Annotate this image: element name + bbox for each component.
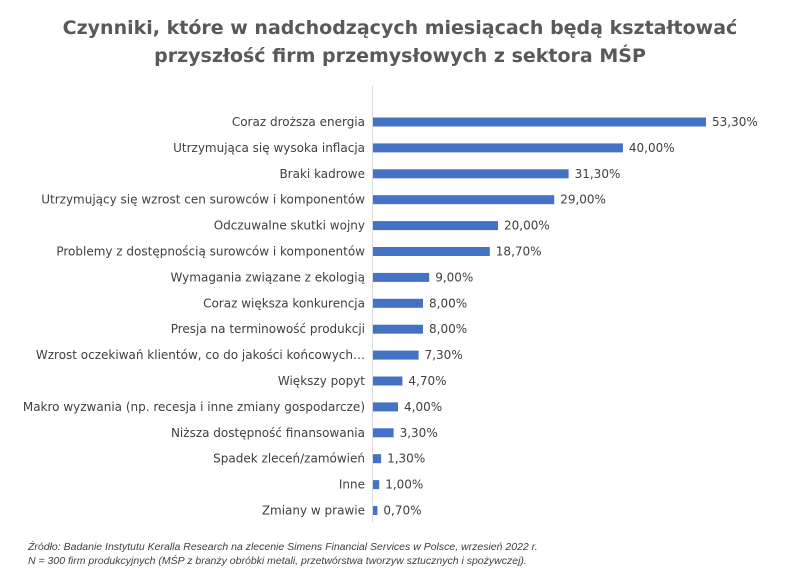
bar-11 xyxy=(373,402,398,412)
category-label-15: Zmiany w prawie xyxy=(262,504,365,518)
bar-1 xyxy=(373,143,623,153)
bar-0 xyxy=(373,117,706,127)
category-label-10: Większy popyt xyxy=(278,374,365,388)
bar-9 xyxy=(373,350,419,360)
bar-3 xyxy=(373,195,555,205)
category-label-9: Wzrost oczekiwań klientów, co do jakości… xyxy=(36,348,365,362)
value-label-4: 20,00% xyxy=(504,219,550,233)
value-label-7: 8,00% xyxy=(429,296,467,310)
category-label-8: Presja na terminowość produkcji xyxy=(171,322,365,336)
source-line-2: N = 300 firm produkcyjnych (MŚP z branży… xyxy=(28,555,527,567)
value-label-6: 9,00% xyxy=(435,270,473,284)
bar-7 xyxy=(373,298,423,308)
bar-4 xyxy=(373,221,498,231)
chart-title-line-2: przyszłość firm przemysłowych z sektora … xyxy=(154,45,646,67)
category-label-4: Odczuwalne skutki wojny xyxy=(214,219,365,233)
value-label-15: 0,70% xyxy=(383,504,421,518)
bar-12 xyxy=(373,428,394,438)
category-label-7: Coraz większa konkurencja xyxy=(203,296,365,310)
bar-14 xyxy=(373,480,380,490)
bar-6 xyxy=(373,272,430,282)
category-label-13: Spadek zleceń/zamówień xyxy=(213,452,365,466)
category-label-6: Wymagania związane z ekologią xyxy=(171,270,365,284)
category-label-12: Niższa dostępność finansowania xyxy=(171,426,365,440)
value-label-0: 53,30% xyxy=(712,115,758,129)
category-label-14: Inne xyxy=(339,478,365,492)
bar-2 xyxy=(373,169,569,179)
category-label-1: Utrzymująca się wysoka inflacja xyxy=(173,141,365,155)
value-label-9: 7,30% xyxy=(425,348,463,362)
value-label-13: 1,30% xyxy=(387,452,425,466)
value-label-5: 18,70% xyxy=(496,245,542,259)
value-labels: 53,30% 40,00% 31,30% 29,00% 20,00% 18,70% 9,00… xyxy=(383,115,757,518)
source-note: Źródło: Badanie Instytutu Keralla Resear… xyxy=(28,540,788,568)
bar-15 xyxy=(373,506,378,515)
bar-10 xyxy=(373,376,403,386)
category-label-0: Coraz droższa energia xyxy=(232,115,365,129)
chart-title: Czynniki, które w nadchodzących miesiąca… xyxy=(0,14,800,70)
bar-5 xyxy=(373,247,490,256)
bars-group xyxy=(373,117,706,515)
value-label-3: 29,00% xyxy=(560,193,606,207)
category-labels: Coraz droższa energia Utrzymująca się wys… xyxy=(23,115,365,518)
value-label-2: 31,30% xyxy=(575,167,621,181)
category-label-3: Utrzymujący się wzrost cen surowców i ko… xyxy=(41,193,365,207)
value-label-8: 8,00% xyxy=(429,322,467,336)
value-label-14: 1,00% xyxy=(385,478,423,492)
bar-13 xyxy=(373,454,382,464)
bar-8 xyxy=(373,324,423,334)
category-label-2: Braki kadrowe xyxy=(279,167,365,181)
value-label-12: 3,30% xyxy=(400,426,438,440)
category-label-11: Makro wyzwania (np. recesja i inne zmian… xyxy=(23,400,365,414)
category-label-5: Problemy z dostępnością surowców i kompo… xyxy=(56,245,365,259)
source-line-1: Źródło: Badanie Instytutu Keralla Resear… xyxy=(28,541,538,553)
value-label-11: 4,00% xyxy=(404,400,442,414)
value-label-1: 40,00% xyxy=(629,141,675,155)
value-label-10: 4,70% xyxy=(408,374,446,388)
chart-title-line-1: Czynniki, które w nadchodzących miesiąca… xyxy=(62,17,738,39)
